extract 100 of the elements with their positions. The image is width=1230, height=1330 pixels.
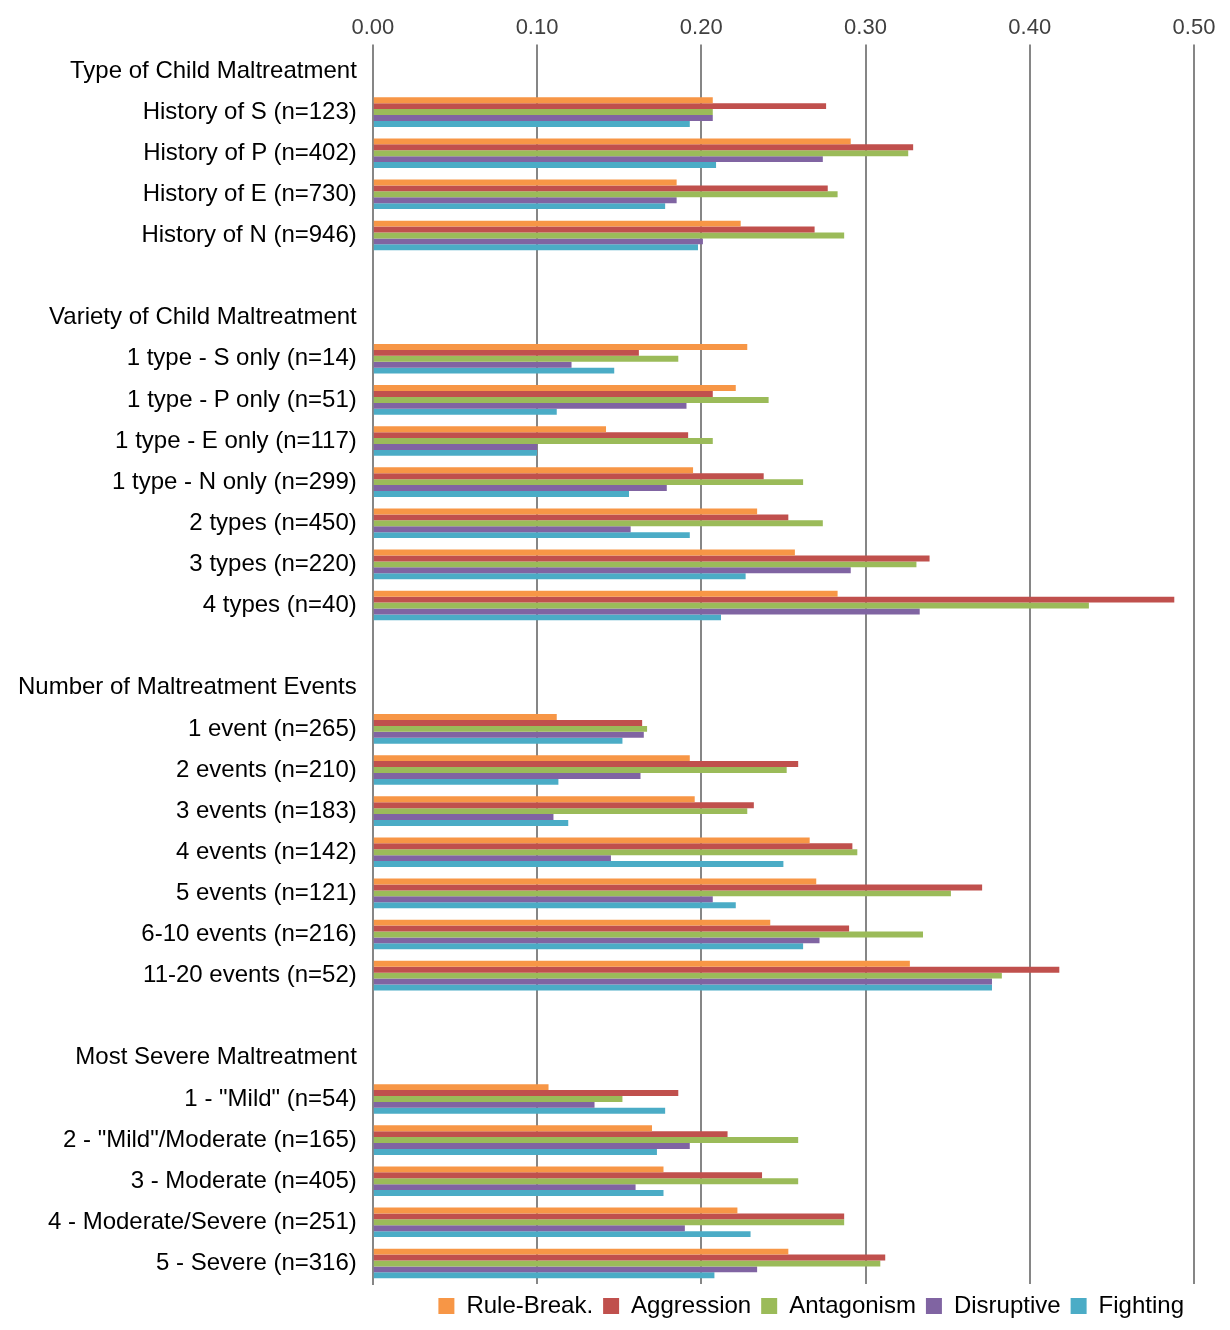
bar <box>373 426 607 433</box>
y-tick-label: 4 events (n=142) <box>176 836 357 864</box>
legend-label: Rule-Break. <box>466 1290 594 1318</box>
bar <box>373 725 648 732</box>
y-tick-label: Type of Child Maltreatment <box>70 55 358 83</box>
bar <box>373 720 643 726</box>
bar <box>373 349 639 356</box>
bar <box>373 402 687 409</box>
bar <box>373 1184 636 1191</box>
bar <box>373 1090 679 1096</box>
bar <box>373 814 554 820</box>
bar <box>373 491 630 497</box>
bar <box>373 438 713 444</box>
bar <box>373 943 804 950</box>
bar <box>373 238 703 245</box>
bar <box>373 1172 763 1179</box>
bar <box>373 508 758 515</box>
bar <box>373 919 771 926</box>
bar <box>373 532 690 539</box>
bar <box>373 937 820 944</box>
bar <box>373 737 623 744</box>
bar <box>373 156 823 163</box>
y-tick-label: Variety of Child Maltreatment <box>49 302 358 330</box>
bar <box>373 97 713 104</box>
bar <box>373 197 677 204</box>
bar <box>373 573 746 580</box>
bar <box>373 520 823 527</box>
bar <box>373 408 557 415</box>
bar <box>373 391 713 397</box>
bar <box>373 449 538 456</box>
bar <box>373 109 713 116</box>
bar <box>373 526 631 533</box>
y-tick-label: 3 - Moderate (n=405) <box>130 1165 357 1193</box>
bar <box>373 1166 664 1173</box>
y-tick-label: 4 types (n=40) <box>202 590 357 618</box>
bar <box>373 896 713 903</box>
bar <box>373 473 764 480</box>
y-tick-label: 3 events (n=183) <box>176 795 357 823</box>
bar <box>373 138 851 145</box>
bar <box>373 1190 664 1196</box>
bar <box>373 485 667 492</box>
bar <box>373 385 736 392</box>
bar <box>373 861 784 868</box>
bar <box>373 966 1060 973</box>
y-tick-label: 4 - Moderate/Severe (n=251) <box>47 1206 357 1234</box>
bar <box>373 355 679 362</box>
bar <box>373 755 690 762</box>
bar <box>373 479 804 486</box>
legend-label: Antagonism <box>789 1290 916 1318</box>
bar <box>373 1131 728 1138</box>
bar <box>373 1219 845 1226</box>
bar <box>373 608 920 615</box>
bar <box>373 1096 623 1102</box>
y-tick-label: 11-20 events (n=52) <box>143 960 357 988</box>
bar <box>373 802 754 809</box>
bar <box>373 432 689 439</box>
bar <box>373 561 917 568</box>
bar <box>373 344 748 350</box>
bar <box>373 120 690 127</box>
y-tick-label: History of E (n=730) <box>142 178 357 206</box>
bar <box>373 902 736 909</box>
y-tick-label: 1 type - E only (n=117) <box>115 425 357 453</box>
x-tick-label: 0.10 <box>515 14 559 40</box>
bar <box>373 1213 845 1220</box>
bar <box>373 849 858 856</box>
bar <box>373 103 827 110</box>
y-tick-label: 1 event (n=265) <box>188 713 357 741</box>
bar <box>373 925 850 932</box>
x-tick-label: 0.40 <box>1008 14 1052 40</box>
y-tick-label: History of N (n=946) <box>141 220 357 248</box>
bar <box>373 761 799 768</box>
bar <box>373 1101 595 1108</box>
bar <box>373 567 851 574</box>
y-tick-label: 1 type - S only (n=14) <box>126 343 357 371</box>
y-tick-label: 2 events (n=210) <box>176 754 357 782</box>
bar <box>373 549 795 556</box>
bar <box>373 772 641 779</box>
bar <box>373 244 698 251</box>
bar <box>373 191 838 198</box>
bar <box>373 837 810 844</box>
bar <box>373 1125 653 1132</box>
bar <box>373 514 789 521</box>
y-tick-label: 1 type - P only (n=51) <box>127 384 357 412</box>
bar <box>373 1248 789 1255</box>
y-tick-label: 1 - "Mild" (n=54) <box>184 1083 357 1111</box>
bar <box>373 396 769 403</box>
bar <box>373 767 787 773</box>
y-tick-label: History of P (n=402) <box>143 137 357 165</box>
bar <box>373 1148 657 1155</box>
bar <box>373 1260 881 1267</box>
y-tick-label: 6-10 events (n=216) <box>141 919 357 947</box>
bar <box>373 843 853 850</box>
y-tick-label: 2 - "Mild"/Moderate (n=165) <box>62 1124 357 1152</box>
y-tick-label: 2 types (n=450) <box>189 507 357 535</box>
x-tick-label: 0.00 <box>351 14 395 40</box>
legend-label: Aggression <box>631 1290 752 1318</box>
bar <box>373 150 909 157</box>
bar <box>373 1231 751 1238</box>
x-tick-label: 0.30 <box>844 14 887 40</box>
bar <box>373 808 748 815</box>
